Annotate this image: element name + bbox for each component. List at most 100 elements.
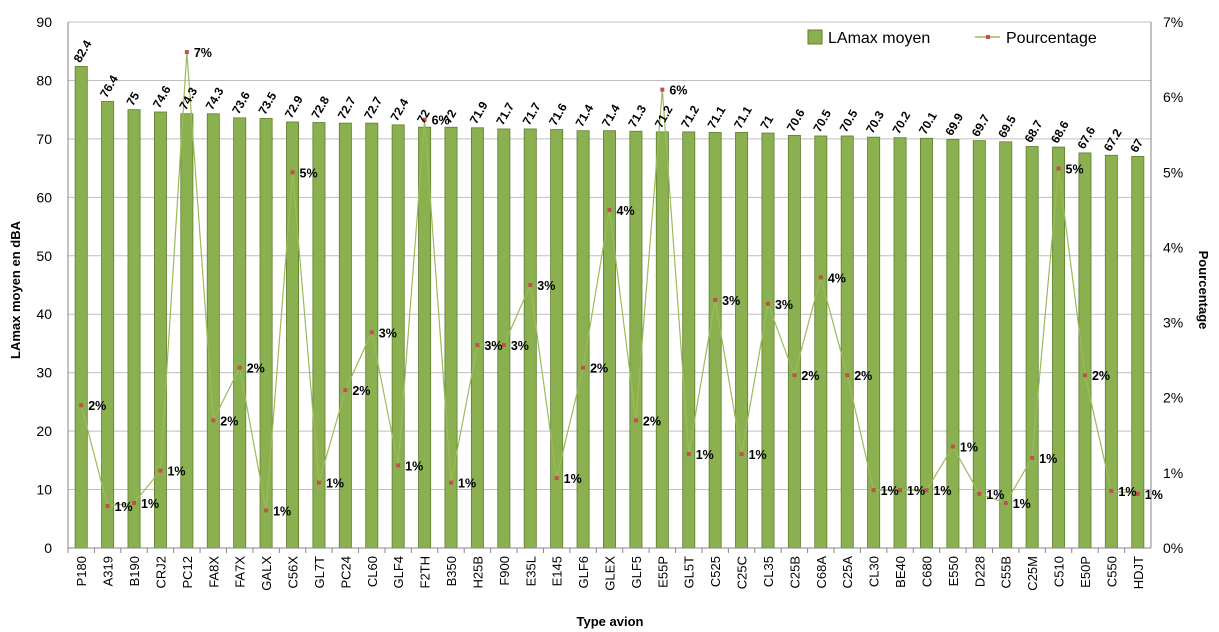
- x-tick-label: E35L: [523, 556, 538, 586]
- line-point: [1056, 166, 1061, 171]
- pct-value-label: 1%: [1013, 497, 1031, 511]
- bar-value-label: 70.6: [784, 106, 808, 134]
- y-tick-label: 10: [36, 482, 52, 498]
- x-tick-label: C680: [919, 556, 934, 587]
- line-series: [79, 50, 1140, 513]
- legend-bar-swatch: [807, 29, 823, 45]
- bar: [365, 122, 379, 549]
- line-point: [977, 491, 982, 496]
- y-tick-label: 70: [36, 131, 52, 147]
- pct-value-label: 4%: [617, 204, 635, 218]
- pct-value-label: 1%: [1145, 488, 1163, 502]
- bar: [655, 131, 669, 549]
- bar: [1025, 146, 1039, 549]
- x-tick-label: FA7X: [233, 556, 248, 588]
- line-point: [316, 480, 321, 485]
- pct-value-label: 1%: [115, 500, 133, 514]
- x-tick-label: F2TH: [418, 556, 433, 589]
- line-point: [211, 418, 216, 423]
- bar-value-label: 68.7: [1022, 117, 1046, 145]
- line-point: [528, 283, 533, 287]
- line-point: [845, 373, 850, 378]
- line-point: [1135, 491, 1140, 496]
- line-point: [660, 87, 665, 92]
- y2-tick-label: 3%: [1163, 315, 1183, 331]
- bar: [1078, 152, 1092, 549]
- line-point: [501, 343, 506, 348]
- bar-value-label: 74.6: [150, 83, 174, 111]
- line-point: [105, 503, 110, 508]
- line-point: [554, 476, 559, 481]
- y-tick-label: 50: [36, 248, 52, 264]
- line-point: [818, 275, 823, 280]
- pct-value-label: 2%: [352, 384, 370, 398]
- y2-tick-label: 5%: [1163, 164, 1183, 180]
- bar: [180, 113, 194, 549]
- pct-value-label: 1%: [141, 497, 159, 511]
- bar-value-label: 70.5: [810, 107, 834, 135]
- line-point: [449, 480, 454, 485]
- pct-value-label: 1%: [907, 484, 925, 498]
- y-tick-label: 0: [44, 540, 52, 556]
- y2-axis-title: Pourcentage: [1196, 251, 1211, 330]
- line-point: [871, 488, 876, 493]
- x-tick-label: A319: [101, 556, 116, 586]
- x-tick-label: C25C: [735, 556, 750, 589]
- x-tick-label: P180: [74, 556, 89, 586]
- pct-value-label: 3%: [484, 339, 502, 353]
- pct-value-label: 2%: [247, 362, 265, 376]
- pct-value-label: 7%: [194, 46, 212, 60]
- pct-value-label: 2%: [1092, 369, 1110, 383]
- x-tick-label: GL5T: [682, 556, 697, 589]
- x-tick-label: C510: [1052, 556, 1067, 587]
- bar: [735, 132, 749, 549]
- pct-value-label: 2%: [801, 369, 819, 383]
- bar: [787, 134, 801, 549]
- x-tick-label: C25M: [1025, 556, 1040, 591]
- pct-value-label: 1%: [458, 477, 476, 491]
- y-tick-label: 60: [36, 189, 52, 205]
- x-tick-label: D228: [972, 556, 987, 587]
- line-point: [290, 170, 295, 175]
- bar-value-label: 70.3: [863, 108, 887, 136]
- bar-value-label: 72.4: [388, 96, 412, 124]
- x-tick-label: C25B: [787, 556, 802, 589]
- y-tick-label: 40: [36, 306, 52, 322]
- bar: [286, 121, 299, 549]
- bar-value-label: 71.7: [493, 100, 517, 128]
- bar: [761, 132, 775, 549]
- x-tick-label: C56X: [286, 556, 301, 589]
- bar: [259, 118, 273, 549]
- line-point: [422, 117, 427, 122]
- bar-value-label: 71.2: [652, 103, 676, 131]
- bar: [550, 129, 564, 549]
- bar-value-label: 68.6: [1048, 118, 1072, 146]
- bar: [74, 66, 88, 549]
- bar: [629, 130, 643, 549]
- bar-value-label: 70.5: [837, 107, 861, 135]
- line-point: [369, 330, 374, 335]
- pct-value-label: 1%: [696, 448, 714, 462]
- bar: [603, 130, 616, 549]
- bar: [233, 117, 247, 549]
- pct-value-label: 1%: [960, 441, 978, 455]
- y2-tick-label: 1%: [1163, 465, 1183, 481]
- pct-value-label: 3%: [722, 294, 740, 308]
- y-tick-label: 20: [36, 423, 52, 439]
- x-tick-label: C55B: [999, 556, 1014, 589]
- line-point: [264, 508, 269, 513]
- bar-value-label: 71.3: [625, 102, 649, 130]
- line-point: [739, 452, 744, 457]
- x-tick-label: E550: [946, 556, 961, 586]
- bar-value-label: 67.6: [1074, 124, 1098, 152]
- bar-value-label: 76.4: [97, 72, 121, 100]
- bar-value-label: 70.2: [890, 109, 914, 137]
- line-point: [1109, 488, 1114, 493]
- y2-tick-label: 6%: [1163, 89, 1183, 105]
- pct-value-label: 2%: [88, 399, 106, 413]
- line-point: [924, 488, 929, 493]
- bar-value-label: 71.1: [731, 103, 755, 131]
- bar: [127, 109, 141, 549]
- bar-value-label: 69.9: [942, 110, 966, 138]
- pct-value-label: 6%: [432, 114, 450, 128]
